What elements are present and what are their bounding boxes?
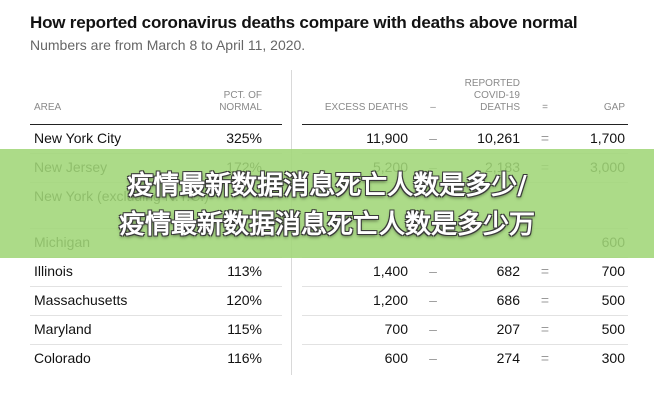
cell-equals: = — [540, 263, 550, 279]
cell-pct-normal: 116% — [227, 350, 262, 366]
row-separator — [302, 286, 628, 287]
row-separator — [302, 315, 628, 316]
header-reported-deaths: REPORTED COVID-19 DEATHS — [450, 78, 520, 114]
cell-excess-deaths: 1,400 — [372, 263, 408, 279]
cell-area: Colorado — [34, 350, 91, 366]
cell-reported-deaths: 686 — [496, 292, 520, 308]
cell-excess-deaths: 700 — [384, 321, 408, 337]
header-reported-line3: DEATHS — [480, 102, 520, 113]
header-equals: = — [542, 102, 548, 113]
cell-pct-normal: 120% — [226, 292, 262, 308]
cell-area: Maryland — [34, 321, 92, 337]
header-rule-left — [30, 124, 282, 125]
row-separator — [30, 315, 282, 316]
cell-area: Illinois — [34, 263, 73, 279]
cell-minus: – — [429, 350, 437, 366]
cell-reported-deaths: 10,261 — [477, 130, 520, 146]
header-gap: GAP — [603, 102, 625, 113]
table-row: Illinois 113% 1,400 – 682 = 700 — [0, 257, 654, 286]
cell-minus: – — [429, 292, 437, 308]
overlay-banner: 疫情最新数据消息死亡人数是多少/ 疫情最新数据消息死亡人数是多少万 — [0, 149, 654, 258]
cell-excess-deaths: 11,900 — [366, 130, 408, 146]
header-pct-normal-line2: NORMAL — [219, 102, 262, 113]
cell-equals: = — [540, 130, 550, 146]
cell-minus: – — [429, 130, 437, 146]
cell-excess-deaths: 600 — [384, 350, 408, 366]
cell-gap: 500 — [601, 321, 625, 337]
cell-pct-normal: 115% — [227, 321, 262, 337]
cell-reported-deaths: 207 — [496, 321, 520, 337]
cell-reported-deaths: 274 — [496, 350, 520, 366]
cell-area: New York City — [34, 130, 122, 146]
header-pct-normal: PCT. OF NORMAL — [200, 90, 262, 114]
cell-gap: 300 — [601, 350, 625, 366]
row-separator — [30, 344, 282, 345]
row-separator — [30, 286, 282, 287]
cell-minus: – — [429, 321, 437, 337]
cell-pct-normal: 325% — [226, 130, 262, 146]
table-row: Massachusetts 120% 1,200 – 686 = 500 — [0, 286, 654, 315]
header-minus: – — [430, 102, 436, 113]
header-reported-line2: COVID-19 — [473, 90, 520, 101]
header-area: AREA — [34, 102, 62, 113]
header-reported-line1: REPORTED — [464, 78, 520, 89]
cell-gap: 1,700 — [589, 130, 625, 146]
chart-title: How reported coronavirus deaths compare … — [30, 13, 578, 32]
row-separator — [302, 344, 628, 345]
cell-gap: 500 — [601, 292, 625, 308]
cell-equals: = — [540, 321, 550, 337]
cell-reported-deaths: 682 — [496, 263, 520, 279]
cell-minus: – — [429, 263, 437, 279]
cell-area: Massachusetts — [34, 292, 128, 308]
cell-equals: = — [540, 350, 550, 366]
cell-gap: 700 — [601, 263, 625, 279]
chart-subtitle: Numbers are from March 8 to April 11, 20… — [30, 37, 306, 53]
table-row: Colorado 116% 600 – 274 = 300 — [0, 344, 654, 373]
banner-line-1: 疫情最新数据消息死亡人数是多少/ — [127, 171, 527, 201]
table-row: Maryland 115% 700 – 207 = 500 — [0, 315, 654, 344]
header-excess-deaths: EXCESS DEATHS — [324, 102, 408, 113]
banner-line-2: 疫情最新数据消息死亡人数是多少万 — [118, 210, 535, 240]
cell-excess-deaths: 1,200 — [372, 292, 408, 308]
header-rule-right — [302, 124, 628, 125]
cell-equals: = — [540, 292, 550, 308]
header-pct-normal-line1: PCT. OF — [223, 90, 262, 101]
table-row: New York City 325% 11,900 – 10,261 = 1,700 — [0, 124, 654, 153]
cell-pct-normal: 113% — [227, 263, 262, 279]
